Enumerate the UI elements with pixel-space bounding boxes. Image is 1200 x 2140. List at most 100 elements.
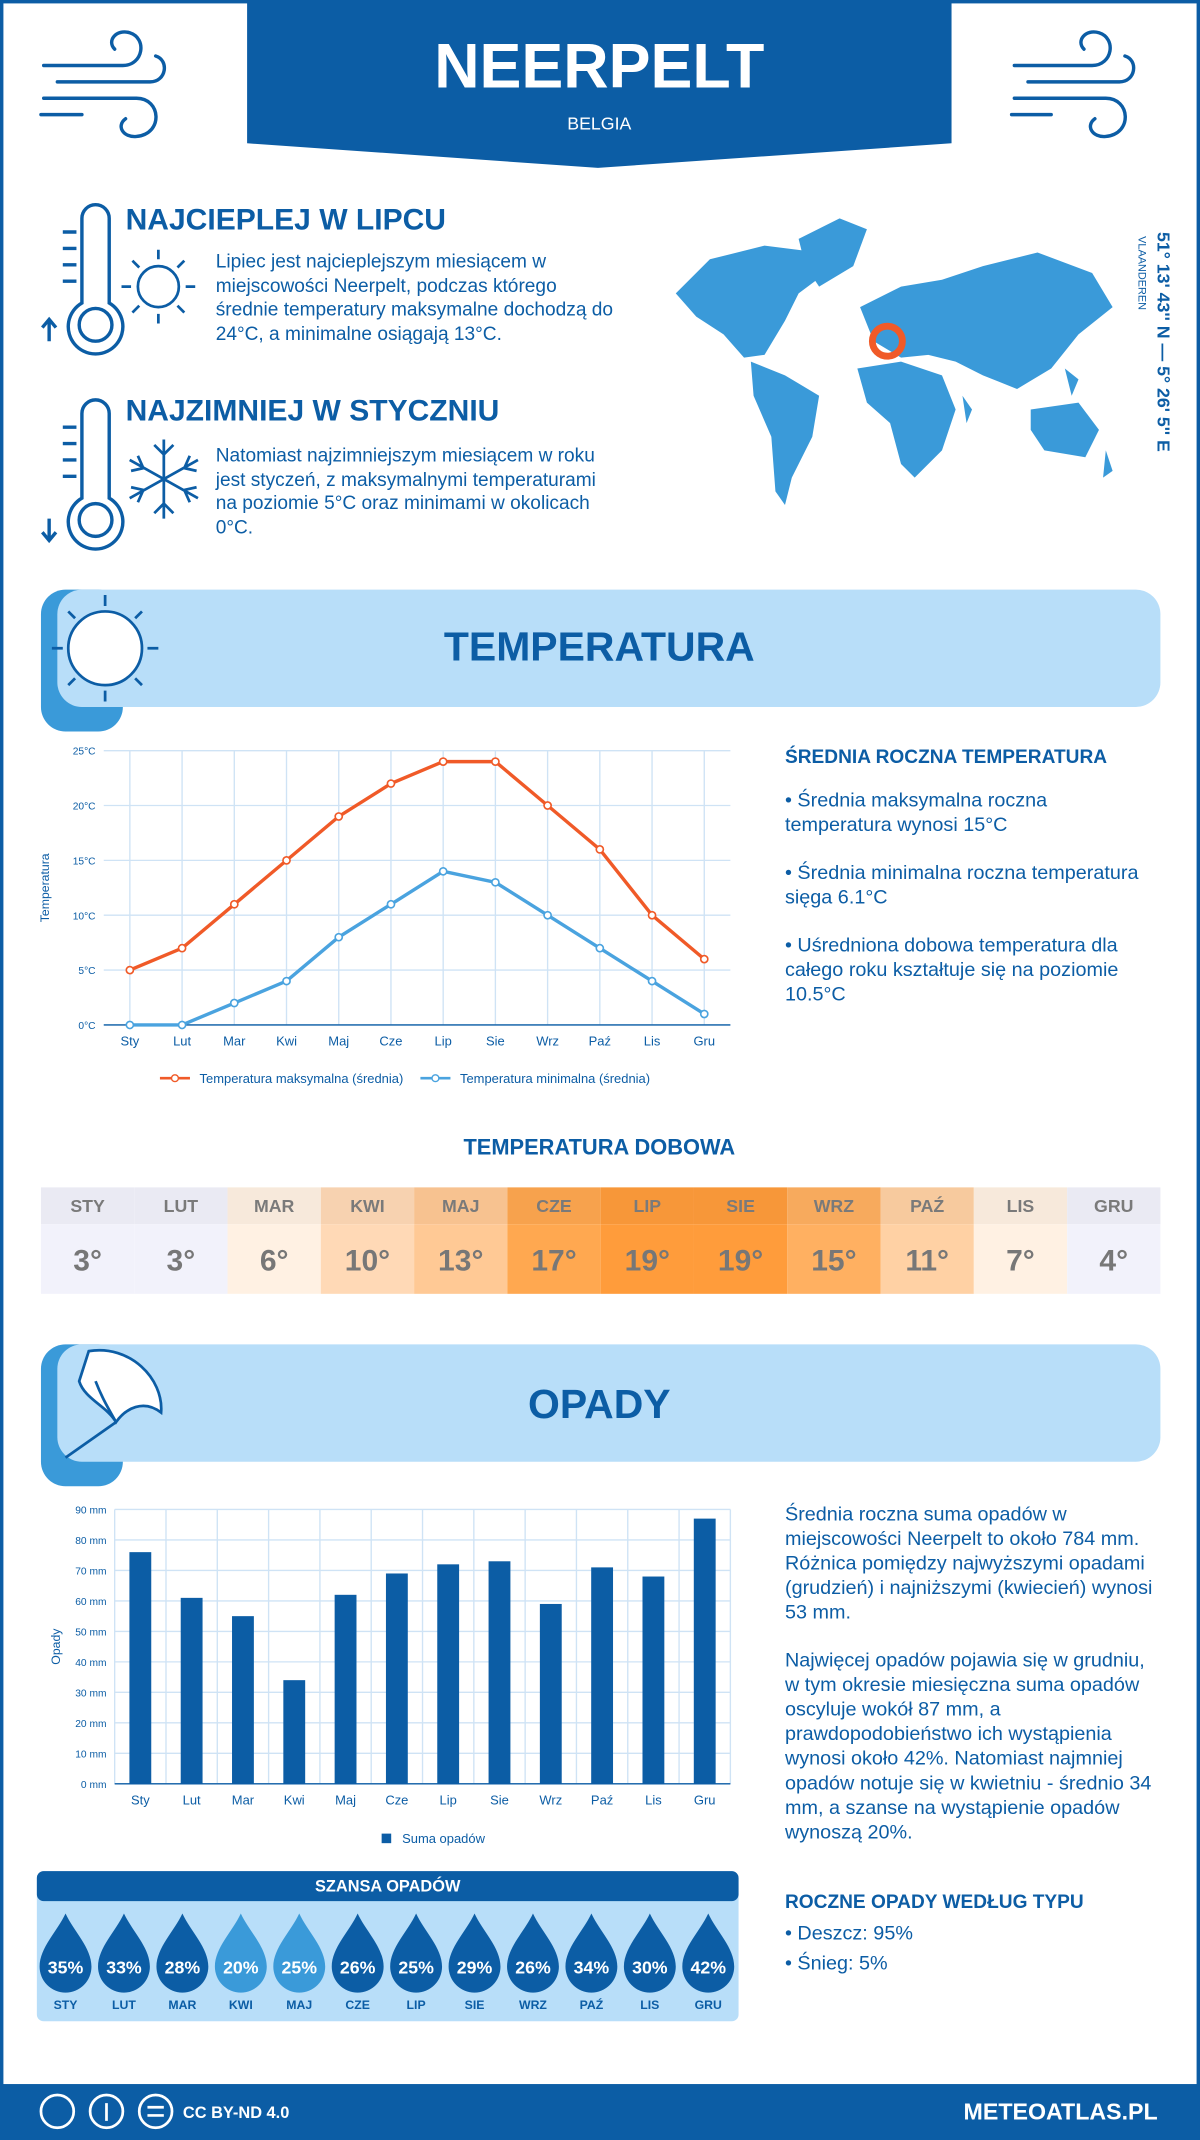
header-cell	[600, 1187, 694, 1225]
legend-label: Temperatura minimalna (średnia)	[460, 1071, 650, 1086]
x-tick-label: Wrz	[539, 1792, 562, 1807]
value-cell	[787, 1224, 881, 1294]
drop	[682, 1913, 735, 1993]
chance-month: CZE	[345, 1998, 370, 2012]
point	[229, 899, 239, 909]
coordinates: 51° 13' 43'' N — 5° 26' 5'' E	[1154, 232, 1174, 452]
x-tick-label: Kwi	[284, 1792, 305, 1807]
region: VLAANDEREN	[1136, 236, 1148, 310]
point	[386, 899, 396, 909]
y-tick-label: 70 mm	[75, 1567, 106, 1578]
x-tick-label: Mar	[232, 1792, 255, 1807]
point	[543, 910, 552, 920]
drop	[214, 1913, 267, 1993]
month-label: CZE	[536, 1196, 572, 1216]
day-temp: 7°	[1006, 1245, 1035, 1278]
x-tick-label: Gru	[693, 1033, 715, 1048]
x-tick-label: Maj	[335, 1792, 356, 1807]
site: METEOATLAS.PL	[964, 2099, 1158, 2125]
point	[699, 954, 709, 964]
value-cell	[693, 1224, 788, 1294]
chance-month: MAR	[168, 1998, 196, 2012]
x-tick-label: Gru	[694, 1792, 716, 1807]
point	[595, 845, 605, 854]
day-temp: 19°	[625, 1245, 670, 1278]
y-tick-label: 20 mm	[75, 1719, 106, 1730]
chance-value: 20%	[223, 1958, 259, 1978]
y-tick-label: 0 mm	[81, 1780, 107, 1791]
x-tick-label: Lis	[645, 1792, 662, 1807]
y-tick-label: 20°C	[73, 802, 96, 813]
y-tick-label: 40 mm	[75, 1658, 106, 1669]
header-cell	[787, 1187, 881, 1225]
drop	[623, 1913, 676, 1993]
wind-icon-left	[39, 30, 166, 139]
month-label: LUT	[164, 1196, 199, 1216]
x-tick-label: Kwi	[276, 1033, 297, 1048]
month-label: MAJ	[442, 1196, 479, 1216]
umbrella-icon	[64, 1348, 163, 1459]
summary-item: • Uśredniona dobowa temperatura dla całe…	[784, 934, 1119, 1006]
chart: 0 mm 10 mm 20 mm 30 mm 40 mm 50 mm 60 mm 70 mm 8…	[49, 1506, 732, 1846]
point	[543, 801, 552, 810]
wind-icon-right	[1009, 30, 1136, 139]
legend-swatch-point	[170, 1074, 180, 1083]
section-title: TEMPERATURA	[444, 624, 755, 670]
value-cell	[134, 1224, 228, 1294]
chance-month: KWI	[229, 1998, 253, 2012]
x-tick-label: Paź	[589, 1033, 611, 1048]
chance-month: LIP	[407, 1998, 426, 2012]
drop	[390, 1913, 443, 1993]
day-temp: 3°	[73, 1245, 102, 1278]
chance-value: 25%	[398, 1958, 434, 1978]
table-title: TEMPERATURA DOBOWA	[463, 1135, 735, 1160]
y-tick-label: 25°C	[73, 747, 96, 758]
bar	[539, 1603, 562, 1784]
drop	[273, 1913, 326, 1993]
point	[647, 910, 657, 920]
coldest-title: NAJZIMNIEJ W STYCZNIU	[125, 393, 500, 428]
chance-month: PAŹ	[580, 1997, 604, 2012]
header-cell	[134, 1187, 228, 1225]
value-cell	[973, 1224, 1068, 1294]
header-cell	[320, 1187, 415, 1225]
chance-month: STY	[54, 1998, 78, 2012]
month-label: WRZ	[814, 1196, 855, 1216]
chance-value: 42%	[691, 1958, 727, 1978]
point	[491, 877, 500, 887]
chance-value: 29%	[457, 1958, 493, 1978]
bar	[129, 1552, 152, 1784]
bar	[385, 1573, 408, 1784]
x-tick-label: Sie	[486, 1033, 505, 1048]
point	[595, 943, 605, 953]
y-tick-label: 5°C	[78, 966, 95, 977]
bar	[488, 1561, 511, 1784]
chance-panel	[36, 1871, 739, 2022]
chance-value: 30%	[632, 1958, 668, 1978]
day-temp: 3°	[167, 1245, 196, 1278]
header-banner	[247, 0, 952, 168]
point	[334, 812, 344, 821]
footer-bar	[0, 2084, 1200, 2140]
legend-swatch	[381, 1833, 392, 1844]
y-axis-label: Temperatura	[38, 853, 52, 922]
legend-swatch-point	[431, 1074, 440, 1083]
point	[177, 943, 187, 953]
type-list: • Deszcz: 95% • Śnieg: 5%	[785, 1922, 1154, 1982]
drop	[156, 1913, 209, 1993]
chance-header	[36, 1871, 739, 1902]
day-temp: 10°	[345, 1245, 390, 1278]
y-tick-label: 15°C	[73, 856, 96, 867]
header-cell	[40, 1187, 135, 1225]
snowflake-icon	[129, 439, 199, 519]
coldest-text: Natomiast najzimniejszym miesiącem w rok…	[215, 443, 596, 538]
type-title: ROCZNE OPADY WEDŁUG TYPU	[784, 1890, 1084, 1913]
day-temp: 11°	[905, 1245, 949, 1278]
bar	[642, 1576, 665, 1784]
bar	[232, 1616, 254, 1784]
point	[125, 1020, 135, 1030]
y-tick-label: 10°C	[73, 911, 96, 922]
sun-icon	[121, 249, 196, 324]
